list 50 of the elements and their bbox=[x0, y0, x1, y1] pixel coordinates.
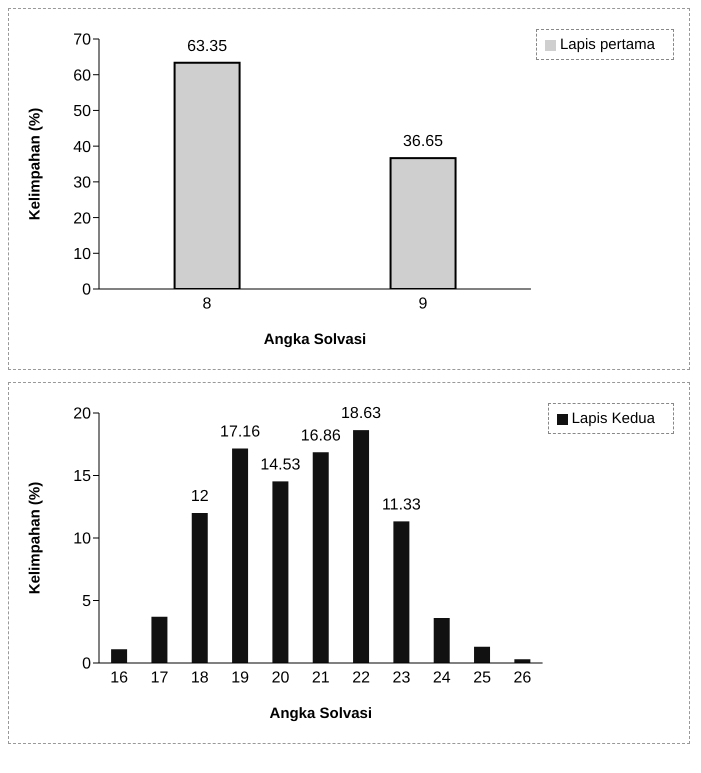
bar bbox=[192, 513, 208, 663]
bar bbox=[272, 481, 288, 663]
bar bbox=[474, 646, 490, 663]
y-tick-label: 30 bbox=[73, 174, 92, 192]
bar bbox=[151, 616, 168, 663]
y-tick-label: 20 bbox=[73, 210, 92, 228]
y-tick-label: 50 bbox=[73, 103, 92, 120]
y-tick-label: 70 bbox=[73, 32, 92, 49]
x-tick-label: 19 bbox=[231, 669, 250, 686]
bar bbox=[434, 618, 450, 663]
x-tick-label: 23 bbox=[392, 669, 410, 686]
x-tick-label: 22 bbox=[352, 669, 370, 686]
bar bbox=[111, 649, 128, 663]
y-tick-label: 0 bbox=[82, 282, 92, 299]
y-tick-label: 10 bbox=[73, 530, 92, 548]
y-tick-label: 5 bbox=[82, 593, 92, 610]
x-tick-label: 21 bbox=[312, 669, 330, 686]
y-axis-title: Kelimpahan (%) bbox=[26, 482, 44, 594]
x-tick-label: 25 bbox=[473, 669, 492, 686]
y-tick-label: 0 bbox=[82, 656, 92, 673]
y-tick-label: 10 bbox=[73, 246, 92, 263]
data-label: 16.86 bbox=[300, 427, 341, 444]
bar bbox=[232, 448, 248, 663]
data-label: 12 bbox=[190, 488, 209, 505]
legend-label: Lapis pertama bbox=[560, 36, 655, 53]
x-axis-title: Angka Solvasi bbox=[264, 331, 366, 348]
data-label: 14.53 bbox=[260, 456, 301, 474]
data-label: 18.63 bbox=[341, 405, 382, 422]
x-tick-label: 18 bbox=[190, 669, 209, 686]
y-tick-label: 20 bbox=[73, 406, 92, 423]
data-label: 17.16 bbox=[220, 424, 260, 440]
y-tick-label: 60 bbox=[73, 67, 92, 84]
legend-label: Lapis Kedua bbox=[572, 410, 655, 427]
x-tick-label: 26 bbox=[514, 669, 532, 686]
bar bbox=[393, 521, 410, 663]
x-tick-label: 20 bbox=[272, 669, 290, 686]
x-tick-label: 17 bbox=[150, 669, 168, 686]
data-label: 63.35 bbox=[187, 38, 228, 55]
bar bbox=[353, 430, 370, 663]
data-label: 11.33 bbox=[382, 496, 421, 514]
x-tick-label: 8 bbox=[202, 295, 212, 312]
data-label: 36.65 bbox=[403, 133, 444, 150]
x-axis-title: Angka Solvasi bbox=[270, 705, 372, 722]
bar bbox=[312, 452, 329, 663]
x-tick-label: 24 bbox=[432, 669, 451, 686]
x-tick-label: 9 bbox=[418, 295, 428, 312]
y-axis-title: Kelimpahan (%) bbox=[26, 108, 44, 220]
y-tick-label: 15 bbox=[73, 468, 92, 486]
x-tick-label: 16 bbox=[110, 669, 128, 686]
y-tick-label: 40 bbox=[73, 138, 92, 156]
